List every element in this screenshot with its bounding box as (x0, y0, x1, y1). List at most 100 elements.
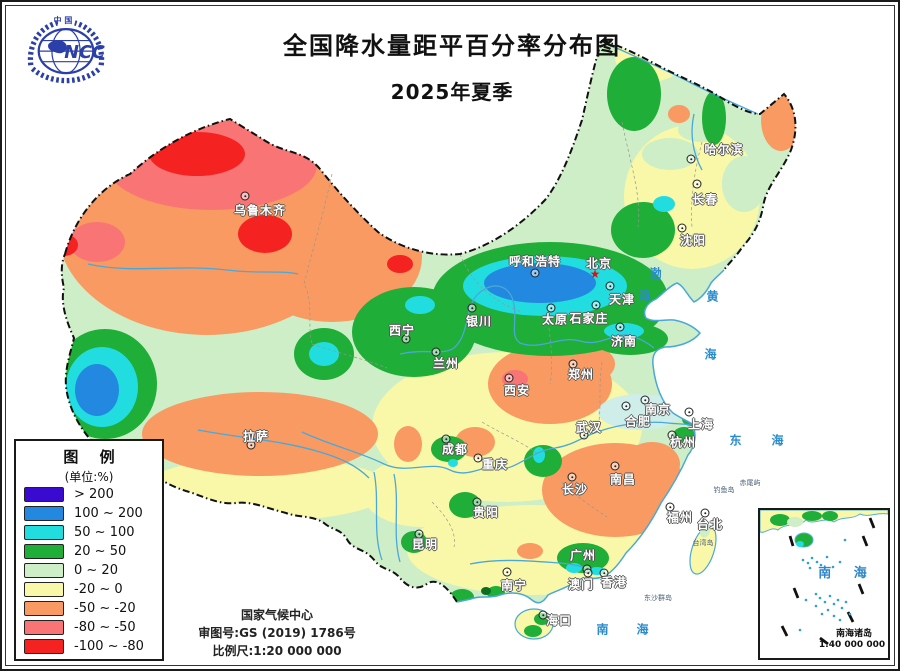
legend-row: 100 ~ 200 (24, 504, 154, 523)
sea-label: 海 (771, 433, 785, 448)
sea-label: 海 (638, 288, 652, 303)
city-label: 福州 (666, 510, 694, 525)
city-label: 石家庄 (569, 311, 609, 326)
city-marker (610, 461, 620, 471)
legend-swatch (24, 544, 64, 559)
city-marker (667, 430, 677, 440)
legend-swatch (24, 563, 64, 578)
city-label: 长春 (691, 192, 719, 207)
city-label: 银川 (465, 314, 493, 329)
city-label: 拉萨 (242, 429, 270, 444)
capital-star-marker: ★ (589, 267, 601, 281)
city-label: 广州 (569, 548, 597, 563)
city-label: 贵阳 (472, 505, 500, 520)
legend-row: -50 ~ -20 (24, 599, 154, 618)
inset-map (759, 509, 889, 646)
city-marker (473, 453, 483, 463)
legend-range-label: 100 ~ 200 (74, 506, 143, 521)
legend-swatch (24, 601, 64, 616)
city-marker (240, 191, 250, 201)
city-marker (591, 300, 601, 310)
city-marker (414, 529, 424, 539)
city-label: 台北 (696, 517, 724, 532)
island-label: 赤尾屿 (739, 479, 761, 487)
coastline (456, 269, 725, 604)
legend-range-label: -20 ~ 0 (74, 582, 123, 597)
city-marker (605, 281, 615, 291)
legend-unit: (单位:%) (64, 470, 114, 484)
city-label: 南京 (644, 402, 672, 417)
legend-range-label: 0 ~ 20 (74, 563, 118, 578)
legend-swatch (24, 525, 64, 540)
south-china-sea-inset (758, 508, 890, 660)
inset-scale-label: 1:40 000 000 (818, 640, 886, 650)
legend-title: 图 例 (63, 448, 123, 466)
island-label: 东沙群岛 (644, 594, 672, 602)
legend-row: > 200 (24, 485, 154, 504)
legend-swatch (24, 506, 64, 521)
city-label: 哈尔滨 (704, 142, 744, 157)
city-label: 香港 (600, 575, 628, 590)
city-label: 合肥 (624, 414, 652, 429)
legend-range-label: 20 ~ 50 (74, 544, 127, 559)
city-marker (441, 434, 451, 444)
legend-row: 50 ~ 100 (24, 523, 154, 542)
city-label: 杭州 (669, 435, 697, 450)
rivers (87, 41, 759, 569)
city-marker (579, 430, 589, 440)
city-label: 兰州 (432, 356, 460, 371)
legend-swatch (24, 620, 64, 635)
city-label: 郑州 (567, 367, 595, 382)
city-marker (583, 568, 593, 578)
city-label: 昆明 (411, 537, 439, 552)
legend-range-label: 50 ~ 100 (74, 525, 135, 540)
city-marker (686, 154, 696, 164)
city-label: 天津 (608, 292, 636, 307)
city-label: 沈阳 (679, 233, 707, 248)
legend-row: 20 ~ 50 (24, 542, 154, 561)
city-marker (567, 472, 577, 482)
sea-label: 东 (729, 433, 743, 448)
map-credits: 国家气候中心 审图号:GS (2019) 1786号 比例尺:1:20 000 … (177, 606, 377, 660)
legend-swatch (24, 487, 64, 502)
city-label: 太原 (541, 312, 569, 327)
legend-range-label: > 200 (74, 487, 114, 502)
island-dots (798, 538, 852, 632)
city-label: 乌鲁木齐 (233, 203, 287, 218)
legend-row: -20 ~ 0 (24, 580, 154, 599)
city-label: 南昌 (609, 472, 637, 487)
city-label: 澳门 (567, 577, 595, 592)
city-label: 西宁 (388, 323, 416, 338)
city-label: 重庆 (481, 457, 509, 472)
city-marker (692, 179, 702, 189)
island-label: 钓鱼岛 (713, 486, 735, 494)
inset-sea-label: 南 海 (818, 566, 876, 581)
credit-scale: 比例尺:1:20 000 000 (212, 644, 342, 658)
legend: 图 例 (单位:%) > 200 100 ~ 200 50 ~ 100 20 ~ 50… (14, 439, 164, 661)
logo-ncc-text: NCC (64, 43, 105, 63)
city-label: 海口 (545, 613, 573, 628)
city-label: 南宁 (500, 578, 528, 593)
city-marker (599, 568, 609, 578)
legend-range-label: -80 ~ -50 (74, 620, 136, 635)
city-label: 呼和浩特 (508, 254, 562, 269)
city-label: 上海 (687, 417, 715, 432)
sea-label: 渤 (649, 266, 663, 281)
national-border (60, 39, 797, 603)
city-marker (665, 502, 675, 512)
legend-row: 0 ~ 20 (24, 561, 154, 580)
city-marker (615, 322, 625, 332)
city-label: 济南 (610, 334, 638, 349)
city-marker (472, 497, 482, 507)
logo-top-text: 中 国 (54, 15, 73, 25)
city-marker (640, 395, 650, 405)
sea-label: 海 (704, 347, 718, 362)
city-marker (467, 303, 477, 313)
credit-approval: 审图号:GS (2019) 1786号 (198, 626, 356, 640)
inset-name-label: 南海诸岛 (835, 629, 872, 639)
legend-range-label: -50 ~ -20 (74, 601, 136, 616)
city-marker (431, 347, 441, 357)
credit-org: 国家气候中心 (240, 608, 313, 622)
